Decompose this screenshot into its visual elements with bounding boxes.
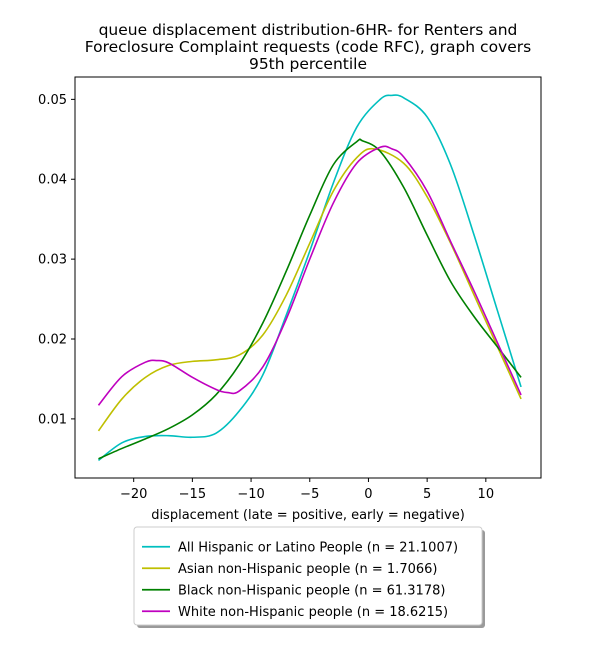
x-tick-label: −10	[237, 487, 264, 502]
legend-entry-label: Asian non-Hispanic people (n = 1.7066)	[178, 562, 437, 577]
x-tick-label: 10	[478, 487, 495, 502]
plot-frame	[74, 76, 542, 479]
y-tick-label: 0.01	[38, 412, 67, 427]
x-tick-label: −20	[120, 487, 147, 502]
y-tick-label: 0.03	[38, 253, 67, 268]
x-tick-label: 0	[364, 487, 372, 502]
chart-title-line: queue displacement distribution-6HR- for…	[99, 21, 518, 39]
chart-title: queue displacement distribution-6HR- for…	[85, 21, 531, 73]
chart-title-line: Foreclosure Complaint requests (code RFC…	[85, 38, 531, 56]
series-line-2	[97, 147, 522, 432]
y-tick-label: 0.02	[38, 333, 67, 348]
legend: All Hispanic or Latino People (n = 21.10…	[133, 526, 485, 628]
x-axis: −20 −15 −10 −5 0 5 10	[120, 478, 494, 502]
x-tick-label: −15	[179, 487, 206, 502]
x-tick-label: −5	[300, 487, 319, 502]
y-axis: 0.01 0.02 0.03 0.04 0.05	[38, 93, 75, 427]
series-line-3	[98, 138, 522, 460]
y-tick-label: 0.04	[38, 173, 67, 188]
series-line-1	[97, 94, 522, 462]
legend-box	[133, 526, 483, 626]
legend-entry-label: Black non-Hispanic people (n = 61.3178)	[178, 583, 445, 598]
series-line-4	[97, 145, 522, 406]
chart-title-line: 95th percentile	[249, 55, 367, 73]
legend-entry-label: All Hispanic or Latino People (n = 21.10…	[178, 540, 458, 555]
legend-entry-label: White non-Hispanic people (n = 18.6215)	[178, 605, 448, 620]
plot-area	[74, 76, 542, 479]
x-tick-label: 5	[423, 487, 431, 502]
y-tick-label: 0.05	[38, 93, 67, 108]
x-axis-label: displacement (late = positive, early = n…	[151, 508, 465, 523]
